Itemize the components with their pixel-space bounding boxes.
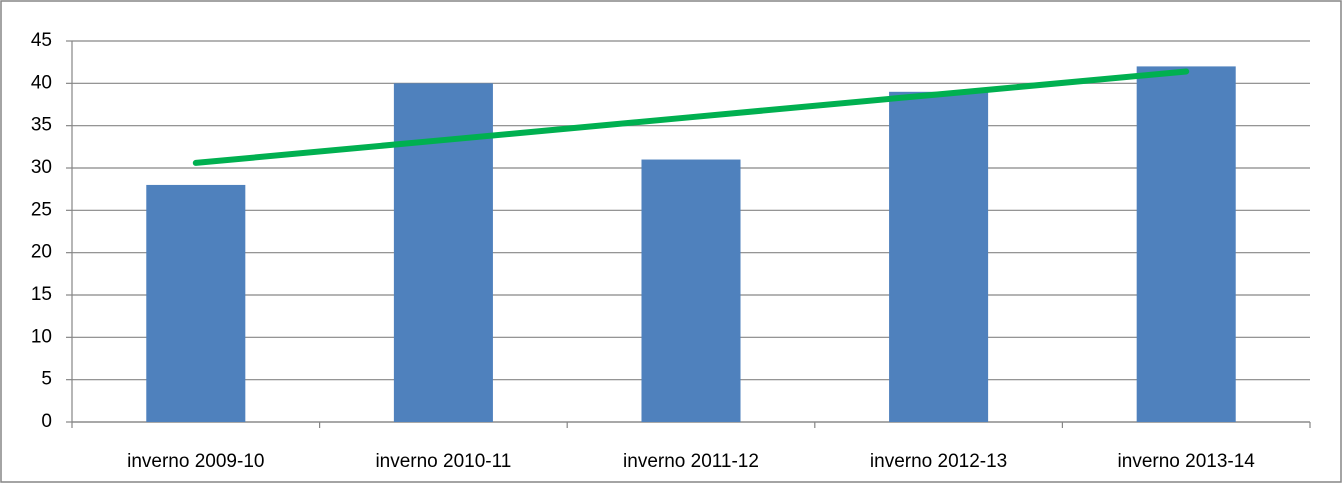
bar bbox=[889, 91, 989, 423]
x-tick-label: inverno 2010-11 bbox=[375, 451, 511, 472]
x-tick-label: inverno 2011-12 bbox=[623, 451, 759, 472]
bar bbox=[641, 159, 741, 423]
y-tick-label: 0 bbox=[41, 411, 52, 432]
y-tick-label: 10 bbox=[31, 326, 52, 347]
y-tick-label: 45 bbox=[31, 30, 52, 51]
x-tick-label: inverno 2013-14 bbox=[1118, 451, 1256, 472]
y-tick-label: 25 bbox=[31, 199, 52, 220]
y-tick-label: 35 bbox=[31, 115, 52, 136]
x-tick-label: inverno 2009-10 bbox=[127, 451, 264, 472]
y-tick-label: 20 bbox=[31, 242, 52, 263]
y-tick-label: 30 bbox=[31, 157, 52, 178]
y-tick-label: 5 bbox=[41, 369, 52, 390]
y-tick-label: 15 bbox=[31, 284, 52, 305]
trendline bbox=[192, 68, 1190, 166]
y-tick-label: 40 bbox=[31, 72, 52, 93]
bar bbox=[1136, 66, 1236, 423]
x-tick-label: inverno 2012-13 bbox=[870, 451, 1007, 472]
bar bbox=[146, 184, 246, 422]
